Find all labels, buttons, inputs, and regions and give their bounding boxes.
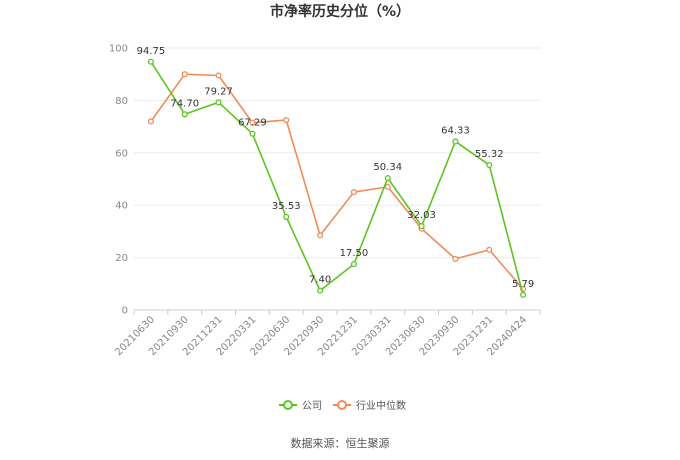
data-label: 50.34	[373, 162, 402, 173]
data-point-company[interactable]	[350, 261, 357, 268]
data-label: 79.27	[204, 86, 233, 97]
data-point-industry-median[interactable]	[317, 232, 324, 239]
data-point-industry-median[interactable]	[215, 72, 222, 79]
data-label: 35.53	[272, 201, 301, 212]
data-point-industry-median[interactable]	[147, 118, 154, 125]
data-source: 数据来源：恒生聚源	[291, 436, 390, 450]
data-label: 74.70	[170, 98, 199, 109]
data-point-industry-median[interactable]	[384, 183, 391, 190]
data-point-company[interactable]	[147, 58, 154, 65]
legend-item-company[interactable]: 公司	[279, 400, 322, 412]
data-point-industry-median[interactable]	[350, 189, 357, 196]
data-label: 55.32	[475, 149, 504, 160]
data-point-industry-median[interactable]	[452, 255, 459, 262]
legend-marker-industry-median	[337, 400, 347, 410]
legend-label-industry-median: 行业中位数	[356, 399, 406, 412]
data-point-company[interactable]	[452, 138, 459, 145]
data-point-company[interactable]	[418, 223, 425, 230]
y-tick-label: 20	[115, 253, 128, 264]
series-line-industry-median	[150, 73, 524, 290]
data-point-industry-median[interactable]	[486, 246, 493, 253]
legend: 公司 行业中位数	[279, 399, 406, 412]
data-point-company[interactable]	[181, 111, 188, 118]
y-tick-label: 60	[115, 148, 128, 159]
grid-layer	[134, 47, 540, 259]
data-point-industry-median[interactable]	[181, 71, 188, 78]
data-point-company[interactable]	[384, 175, 391, 182]
legend-marker-company	[283, 400, 293, 410]
y-tick-label: 80	[115, 96, 128, 107]
data-label: 5.79	[512, 279, 534, 290]
y-tick-label: 100	[109, 44, 128, 55]
legend-item-industry-median[interactable]: 行业中位数	[333, 399, 406, 412]
data-label: 32.03	[407, 210, 436, 221]
data-label: 17.50	[340, 248, 369, 259]
data-point-company[interactable]	[215, 99, 222, 106]
data-point-company[interactable]	[486, 162, 493, 169]
chart-title: 市净率历史分位（%）	[270, 3, 410, 20]
y-tick-label: 40	[115, 201, 128, 212]
data-label: 94.75	[137, 46, 166, 57]
data-point-industry-median[interactable]	[249, 119, 256, 126]
data-label: 64.33	[441, 125, 470, 136]
series-line-company	[150, 61, 524, 296]
data-point-industry-median[interactable]	[283, 117, 290, 124]
data-point-company[interactable]	[249, 130, 256, 137]
data-label: 7.40	[309, 275, 331, 286]
y-tick-label: 0	[122, 306, 128, 317]
data-point-company[interactable]	[317, 287, 324, 294]
data-point-company[interactable]	[520, 291, 527, 298]
data-label-layer: 94.75 74.70 79.27 67.29 35.53 7.40 17.50 50.34 3…	[137, 46, 535, 290]
data-label: 67.29	[238, 118, 267, 129]
legend-label-company: 公司	[302, 401, 322, 412]
series-layer	[147, 58, 527, 298]
data-point-company[interactable]	[283, 213, 290, 220]
